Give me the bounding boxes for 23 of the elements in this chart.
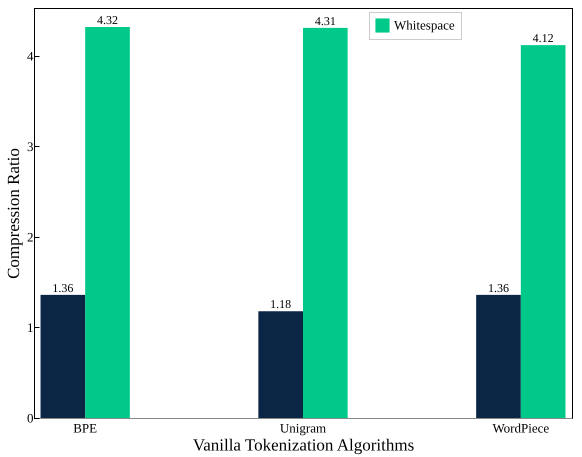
data-label: 4.32	[97, 13, 118, 28]
data-label: 1.18	[270, 297, 292, 312]
y-tick-label: 4	[27, 48, 34, 64]
x-tick-label: Unigram	[280, 420, 326, 436]
y-tick-label: 3	[27, 138, 34, 154]
y-tick-label: 2	[27, 229, 34, 244]
bar	[40, 294, 86, 418]
bar	[476, 294, 521, 418]
bar	[85, 27, 130, 418]
data-label: 1.36	[488, 280, 509, 295]
x-tick-label: WordPiece	[492, 420, 550, 436]
bar	[520, 45, 566, 418]
y-tick-label: 0	[27, 410, 34, 426]
x-tick-label: BPE	[73, 420, 98, 436]
bar	[258, 311, 303, 418]
y-axis-title: Compression Ratio	[4, 148, 23, 279]
data-label: 1.36	[52, 280, 74, 295]
y-tick-label: 1	[27, 320, 34, 335]
data-label: 4.31	[314, 14, 336, 28]
legend-label: Whitespace	[394, 18, 455, 32]
bar	[303, 28, 348, 418]
x-axis-title: Vanilla Tokenization Algorithms	[192, 436, 414, 454]
data-label: 4.12	[532, 31, 554, 46]
